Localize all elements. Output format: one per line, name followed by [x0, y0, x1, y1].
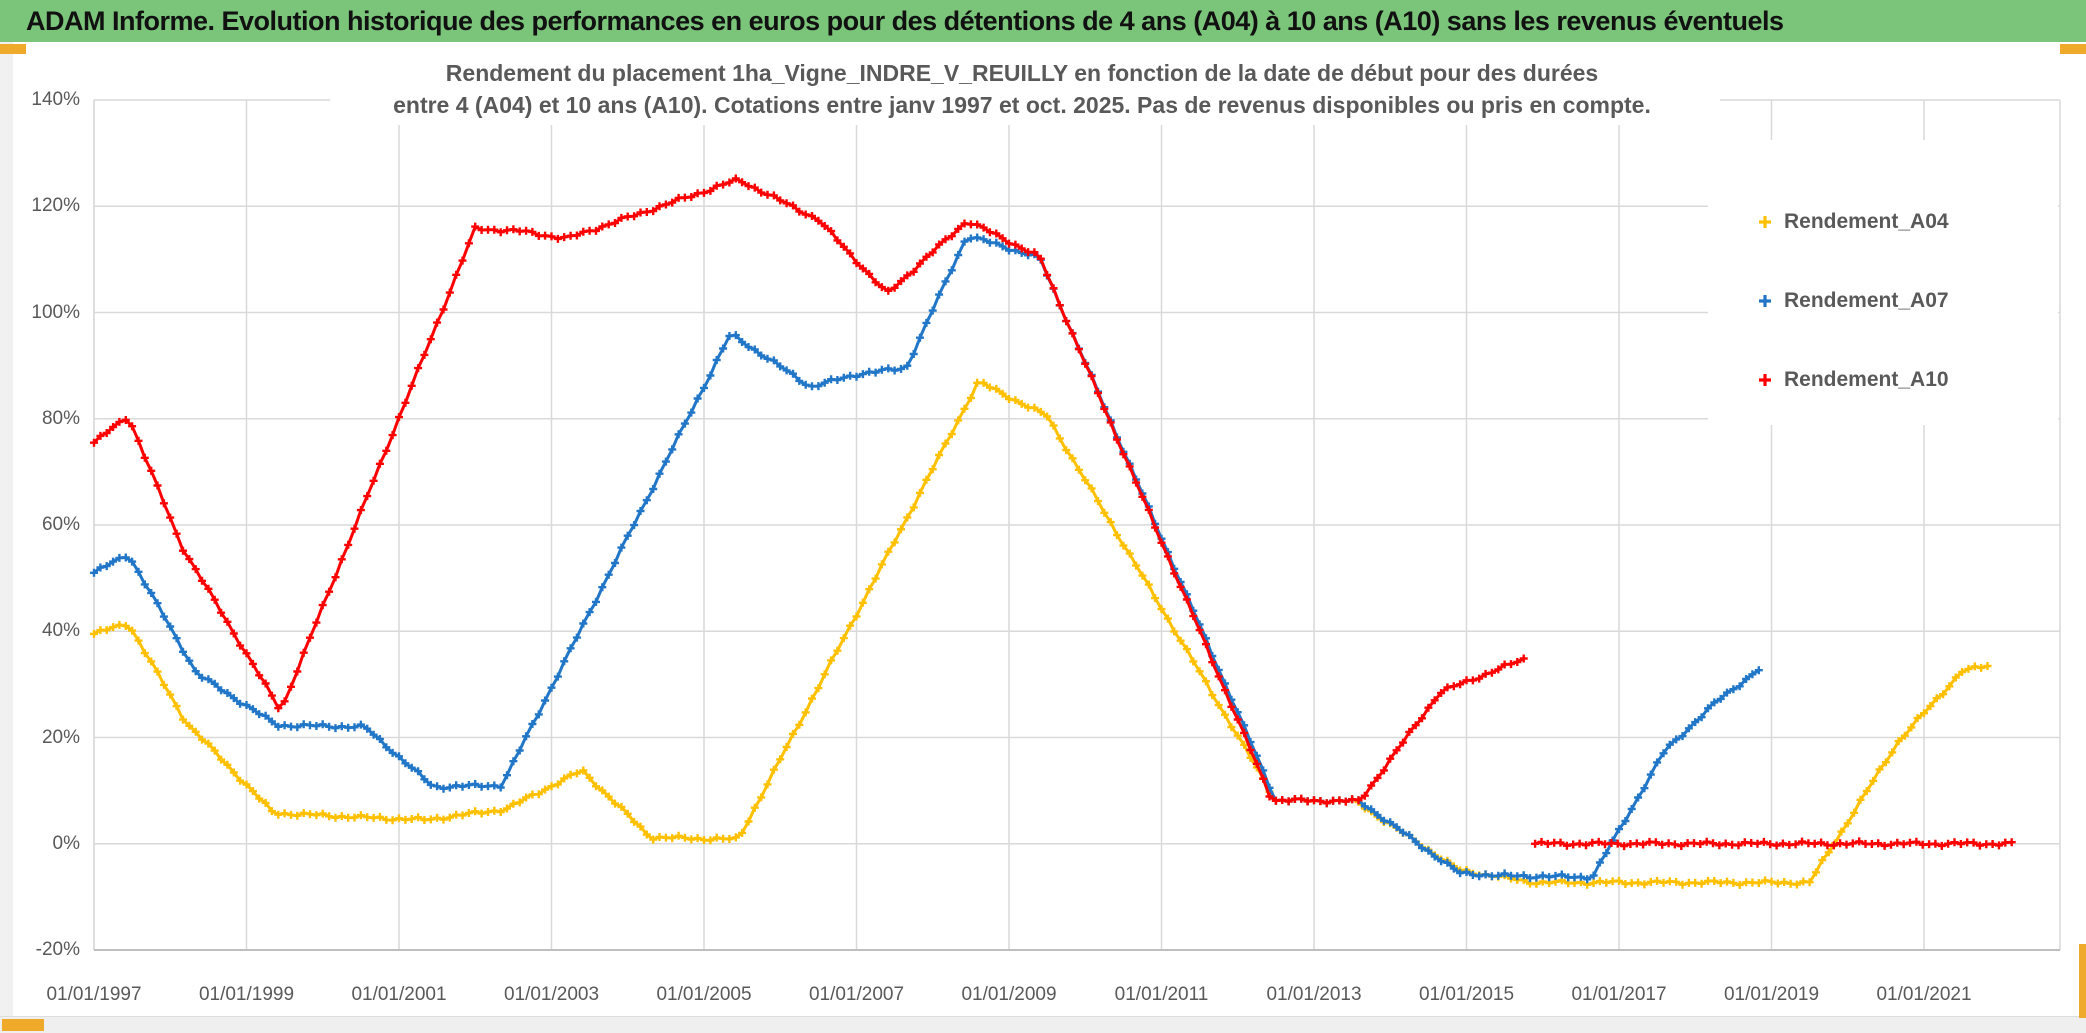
corner-accent-top-right [2060, 44, 2086, 54]
y-axis-tick-label: 140% [31, 89, 80, 110]
y-axis-tick-label: 0% [52, 832, 80, 854]
bottom-edge-strip [0, 1016, 2086, 1033]
y-axis-tick-label: 20% [41, 726, 80, 748]
x-axis-tick-label: 01/01/2001 [351, 984, 447, 1005]
chart-legend[interactable]: Rendement_A04 Rendement_A07 Rendement_A1… [1708, 140, 2058, 425]
corner-accent-bottom-left [2, 1019, 44, 1031]
x-axis-tick-label: 01/01/2019 [1723, 984, 1820, 1005]
window-title-bar: ADAM Informe. Evolution historique des p… [0, 0, 2086, 42]
corner-accent-top-left [0, 44, 26, 54]
x-axis-tick-label: 01/01/2013 [1266, 984, 1362, 1005]
x-axis-tick-label: 01/01/2017 [1571, 984, 1667, 1005]
y-axis-tick-label: 40% [41, 620, 80, 642]
title-background [330, 55, 1720, 125]
series-line-Rendement_A10[interactable] [92, 177, 1525, 805]
series-markers-Rendement_A10[interactable] [90, 174, 1528, 808]
x-axis-tick-label: 01/01/2009 [961, 984, 1057, 1005]
left-edge-strip [0, 42, 13, 1016]
x-axis-tick-label: 01/01/2011 [1114, 984, 1209, 1005]
chart-title-line2: entre 4 (A04) et 10 ans (A10). Cotations… [393, 92, 1651, 118]
plus-marker-icon [1759, 374, 1771, 386]
window-title: ADAM Informe. Evolution historique des p… [26, 5, 1784, 36]
y-axis-tick-label: 100% [31, 301, 80, 323]
x-axis-tick-label: 01/01/2003 [503, 984, 600, 1005]
x-axis-tick-label: 01/01/1997 [46, 984, 142, 1005]
y-axis-tick-label: 80% [41, 407, 80, 429]
legend-label: Rendement_A10 [1784, 368, 1949, 391]
legend-label: Rendement_A04 [1784, 210, 1949, 233]
legend-label: Rendement_A07 [1784, 289, 1949, 312]
y-axis-tick-label: 60% [41, 514, 80, 535]
series-markers-Rendement_A07[interactable] [90, 233, 1763, 884]
y-axis-tick-label: 120% [31, 195, 80, 217]
series-markers-Rendement_A04[interactable] [90, 378, 1992, 889]
x-axis-tick-label: 01/01/2021 [1876, 984, 1972, 1005]
x-axis-tick-label: 01/01/2007 [808, 984, 905, 1005]
plus-marker-icon [1759, 295, 1771, 307]
plus-marker-icon [1759, 216, 1771, 228]
legend-item-Rendement_A10[interactable]: Rendement_A10 [1756, 365, 1949, 395]
x-axis-tick-label: 01/01/2015 [1418, 984, 1515, 1005]
legend-item-Rendement_A04[interactable]: Rendement_A04 [1756, 207, 1949, 237]
series-markers-Rendement_A10_flat_zero_segment[interactable] [1531, 837, 2016, 851]
x-axis-tick-label: 01/01/1999 [198, 984, 295, 1005]
right-edge-accent [2079, 944, 2086, 1018]
chart-title-line1: Rendement du placement 1ha_Vigne_INDRE_V… [445, 60, 1599, 86]
y-axis-tick-label: -20% [35, 939, 80, 960]
legend-item-Rendement_A07[interactable]: Rendement_A07 [1756, 286, 1949, 316]
x-axis-tick-label: 01/01/2005 [656, 984, 752, 1005]
series-line-Rendement_A04[interactable] [93, 381, 1988, 887]
